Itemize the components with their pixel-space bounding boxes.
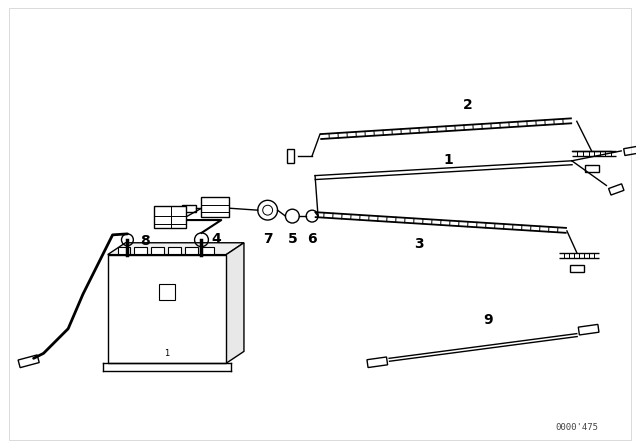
Polygon shape	[108, 243, 244, 254]
Bar	[202, 247, 214, 254]
Bar	[154, 206, 186, 228]
Text: 0000'475: 0000'475	[556, 423, 598, 432]
Bar	[134, 247, 147, 254]
Text: 8: 8	[140, 234, 150, 248]
Bar	[202, 197, 229, 217]
Bar	[185, 247, 198, 254]
Text: 2: 2	[463, 99, 473, 112]
Bar	[108, 254, 226, 363]
Bar	[159, 284, 175, 300]
Polygon shape	[226, 243, 244, 363]
Bar	[151, 247, 164, 254]
Text: 9: 9	[483, 313, 493, 327]
Bar	[118, 247, 131, 254]
Text: 3: 3	[414, 237, 424, 251]
Bar	[168, 247, 180, 254]
Text: 7: 7	[263, 232, 273, 246]
Text: 4: 4	[211, 232, 221, 246]
Text: 6: 6	[307, 232, 317, 246]
Text: 1: 1	[444, 153, 453, 167]
Text: 1: 1	[164, 349, 170, 358]
Text: 5: 5	[287, 232, 297, 246]
